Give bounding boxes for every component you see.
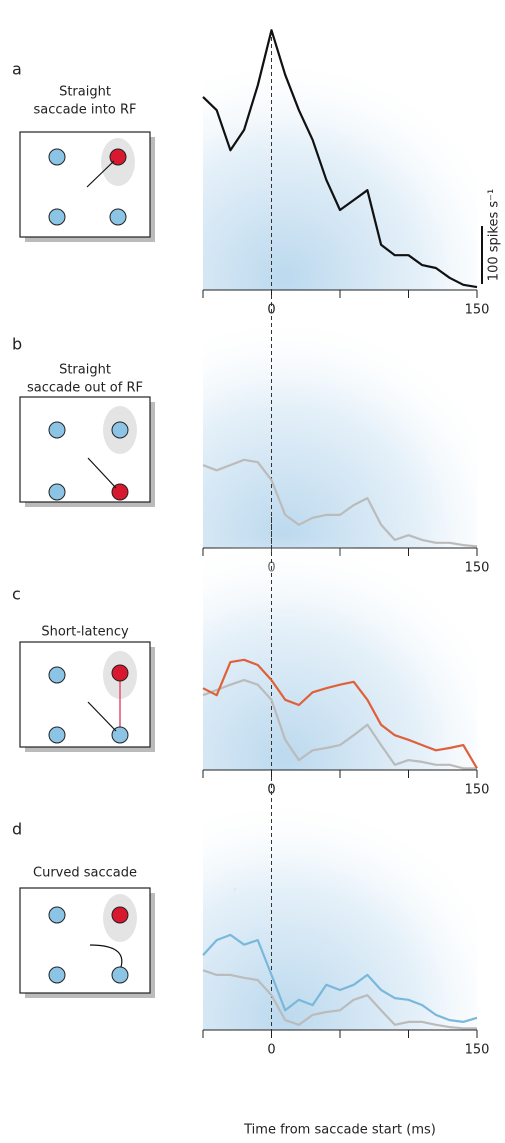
rate-line — [202, 658, 478, 769]
panel-title: Straight — [59, 363, 111, 378]
panel-title: Straight — [59, 85, 111, 100]
rate-line — [202, 969, 477, 1030]
dot — [111, 421, 129, 439]
dot — [48, 966, 66, 984]
saccade-path — [86, 160, 115, 188]
dot — [109, 208, 127, 226]
panel-title: Curved saccade — [33, 866, 137, 881]
target-dot — [111, 906, 129, 924]
dot — [48, 148, 66, 166]
panel-title: saccade into RF — [34, 103, 137, 118]
plot-glow — [203, 509, 477, 770]
plot-glow — [203, 29, 477, 290]
panel-letter: d — [12, 820, 22, 839]
panel-title: Short-latency — [41, 625, 129, 640]
rate-line — [202, 933, 478, 1023]
panel-letter: b — [12, 335, 22, 354]
dot — [111, 966, 129, 984]
rate-line — [202, 679, 477, 770]
plot-glow — [203, 769, 477, 1030]
panel-title: saccade out of RF — [27, 381, 143, 396]
dot — [48, 208, 66, 226]
scale-bar-label: 100 spikes s⁻¹ — [487, 189, 502, 281]
x-axis-label: Time from saccade start (ms) — [243, 1123, 436, 1138]
saccade-path — [89, 944, 123, 968]
saccade-path — [87, 457, 117, 489]
dot — [48, 906, 66, 924]
saccade-path — [87, 701, 117, 732]
target-dot — [111, 664, 129, 682]
dot — [48, 726, 66, 744]
dot — [48, 421, 66, 439]
x-tick-label: 150 — [465, 1043, 490, 1058]
dot — [48, 666, 66, 684]
dot — [48, 483, 66, 501]
panel-letter: c — [12, 585, 21, 604]
panel-letter: a — [12, 60, 22, 79]
x-tick-label: 0 — [267, 1043, 275, 1058]
plot-glow — [203, 287, 477, 548]
rate-line — [202, 29, 478, 289]
